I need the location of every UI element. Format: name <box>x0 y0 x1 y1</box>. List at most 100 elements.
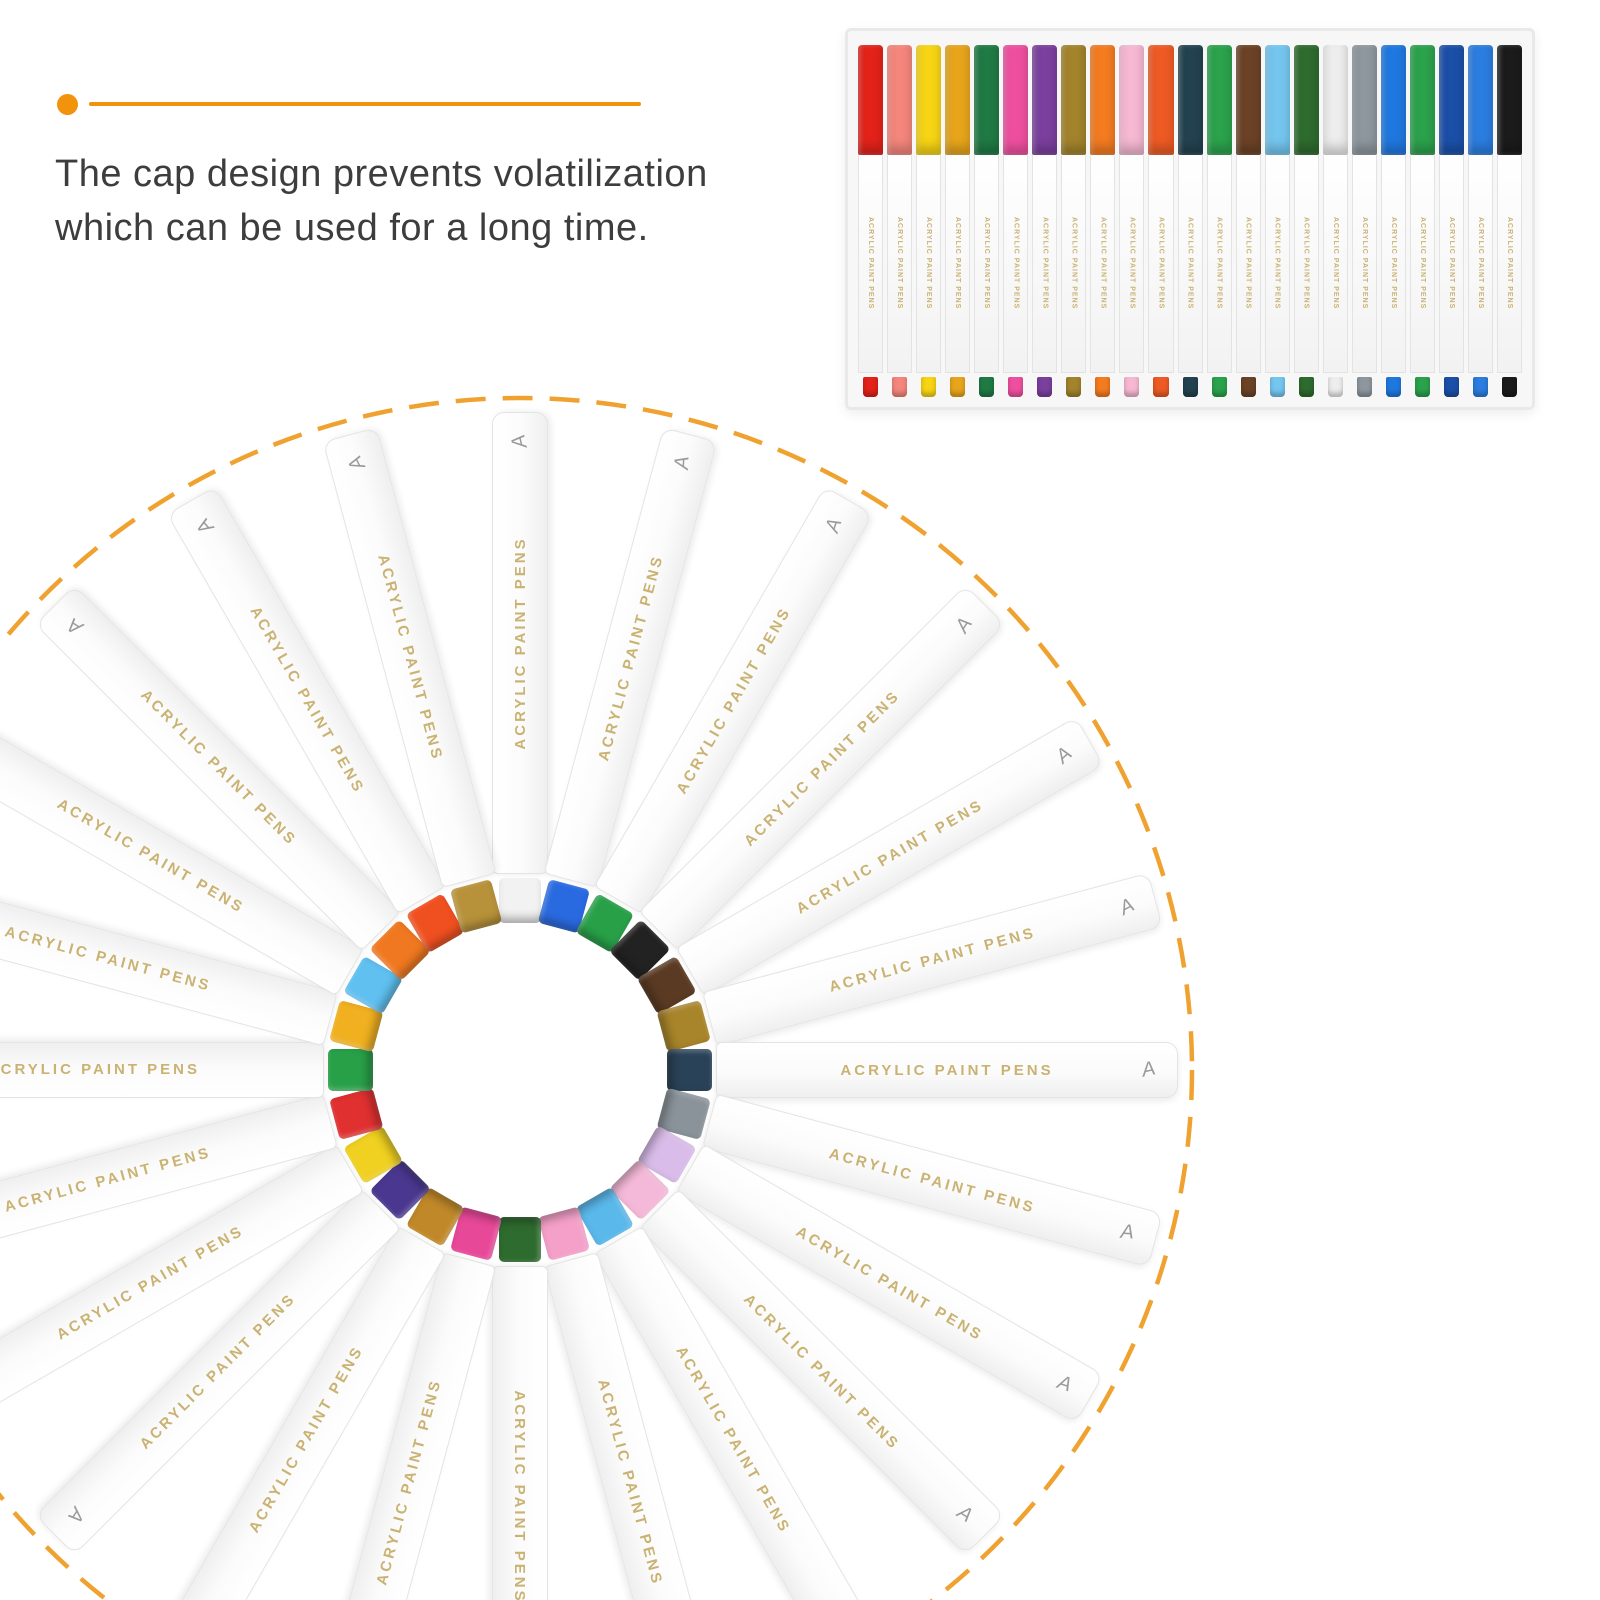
pen-cap <box>1351 45 1377 155</box>
pen-body: ACRYLIC PAINT PENS <box>1177 155 1203 373</box>
pen-body-label: ACRYLIC PAINT PENS <box>511 536 529 750</box>
pen-cap <box>499 1217 541 1262</box>
pen-tip <box>892 377 908 397</box>
pen-cap <box>1119 45 1145 155</box>
case-pen-dark-slate: ACRYLIC PAINT PENS <box>1177 45 1203 397</box>
pen-body: ACRYLIC PAINT PENS <box>1380 155 1406 373</box>
pen-body-label: ACRYLIC PAINT PENS <box>245 603 368 797</box>
pen-cap <box>1032 45 1058 155</box>
case-pen-black: ACRYLIC PAINT PENS <box>1497 45 1523 397</box>
case-pen-blue: ACRYLIC PAINT PENS <box>1380 45 1406 397</box>
pen-body-label: ACRYLIC PAINT PENS <box>594 1377 667 1588</box>
pen-body-label: ACRYLIC PAINT PENS <box>136 1290 300 1454</box>
pen-body: ACRYLIC PAINT PENS <box>974 155 1000 373</box>
pen-body-label: ACRYLIC PAINT PENS <box>867 217 875 310</box>
case-pen-sky-blue: ACRYLIC PAINT PENS <box>1264 45 1290 397</box>
pen-tip <box>1095 377 1111 397</box>
pen-body-label: ACRYLIC PAINT PENS <box>1099 217 1107 310</box>
pen-logo: A <box>821 515 847 536</box>
pen-body-label: ACRYLIC PAINT PENS <box>1070 217 1078 310</box>
pen-body: ACRYLIC PAINT PENS <box>1264 155 1290 373</box>
pen-body: ACRYLIC PAINT PENS <box>1003 155 1029 373</box>
pen-cap <box>328 1049 373 1091</box>
pen-cap <box>1497 45 1523 155</box>
pen-body-label: ACRYLIC PAINT PENS <box>672 603 795 797</box>
pen-cap <box>1003 45 1029 155</box>
pen-cap <box>1322 45 1348 155</box>
pen-logo: A <box>63 1502 89 1527</box>
pen-cap <box>1409 45 1435 155</box>
pen-logo: A <box>1115 894 1138 920</box>
pen-body-label: ACRYLIC PAINT PENS <box>740 1290 904 1454</box>
accent-dot-icon <box>57 94 78 115</box>
pen-cap <box>1438 45 1464 155</box>
pen-tip <box>1473 377 1489 397</box>
pen-body-label: ACRYLIC PAINT PENS <box>1186 217 1194 310</box>
pen-body-label: ACRYLIC PAINT PENS <box>1360 217 1368 310</box>
pen-body: ACRYLIC PAINT PENS <box>1061 155 1087 373</box>
pen-cap <box>499 878 541 923</box>
pen-case: ACRYLIC PAINT PENS ACRYLIC PAINT PENS ACRY… <box>845 28 1535 410</box>
pen-body-label: ACRYLIC PAINT PENS <box>827 1144 1038 1217</box>
pen-cap <box>1293 45 1319 155</box>
pen-body-label: ACRYLIC PAINT PENS <box>1418 217 1426 310</box>
pen-tip <box>1124 377 1140 397</box>
pen-cap <box>858 45 884 155</box>
case-pen-yellow: ACRYLIC PAINT PENS <box>916 45 942 397</box>
case-pen-forest-green: ACRYLIC PAINT PENS <box>1293 45 1319 397</box>
pen-body-label: ACRYLIC PAINT PENS <box>1244 217 1252 310</box>
case-pen-gray: ACRYLIC PAINT PENS <box>1351 45 1377 397</box>
pen-body-label: ACRYLIC PAINT PENS <box>2 923 213 996</box>
case-pen-green: ACRYLIC PAINT PENS <box>1206 45 1232 397</box>
pen-tip <box>1240 377 1256 397</box>
pen-tip <box>863 377 879 397</box>
pen-body-label: ACRYLIC PAINT PENS <box>1477 217 1484 310</box>
pen-body-label: ACRYLIC PAINT PENS <box>0 1061 200 1079</box>
pen-body-label: ACRYLIC PAINT PENS <box>2 1144 213 1217</box>
case-pen-purple: ACRYLIC PAINT PENS <box>1032 45 1058 397</box>
pen-body-label: ACRYLIC PAINT PENS <box>511 1390 529 1600</box>
pen-cap <box>945 45 971 155</box>
pen-logo: A <box>63 613 88 639</box>
case-pen-pink: ACRYLIC PAINT PENS <box>1003 45 1029 397</box>
pen-body-label: ACRYLIC PAINT PENS <box>840 1061 1054 1079</box>
pen-body: ACRYLIC PAINT PENS <box>1032 155 1058 373</box>
caption-text: The cap design prevents volatilization w… <box>55 148 708 256</box>
accent-line <box>89 102 641 106</box>
pen-tip <box>1385 377 1401 397</box>
pen-tip <box>1211 377 1227 397</box>
case-pen-white: ACRYLIC PAINT PENS <box>1322 45 1348 397</box>
pen-body-label: ACRYLIC PAINT PENS <box>925 217 933 310</box>
pen-body-label: ACRYLIC PAINT PENS <box>1012 217 1020 310</box>
pen-tip <box>1182 377 1198 397</box>
pen-tip <box>1443 377 1459 397</box>
pen-body-label: ACRYLIC PAINT PENS <box>983 217 991 310</box>
pen-cap <box>1177 45 1203 155</box>
pen-tip <box>921 377 937 397</box>
pen-body: ACRYLIC PAINT PENS <box>1351 155 1377 373</box>
pen-body: ACRYLIC PAINT PENS <box>1119 155 1145 373</box>
pen-cap <box>1061 45 1087 155</box>
pen-tip <box>1153 377 1169 397</box>
pen-body-label: ACRYLIC PAINT PENS <box>1331 217 1339 310</box>
pen-body-label: ACRYLIC PAINT PENS <box>793 795 987 918</box>
pen-body-label: ACRYLIC PAINT PENS <box>1041 217 1049 310</box>
pen-body: ACRYLIC PAINT PENS <box>887 155 913 373</box>
pen-body: ACRYLIC PAINT PENS <box>858 155 884 373</box>
pen-body-label: ACRYLIC PAINT PENS <box>1215 217 1223 310</box>
pen-tip <box>1356 377 1372 397</box>
case-pen-bright-blue: ACRYLIC PAINT PENS <box>1467 45 1494 397</box>
pen-cap <box>667 1049 712 1091</box>
pen-body: ACRYLIC PAINT PENS <box>1497 155 1523 373</box>
pen-body-label: ACRYLIC PAINT PENS <box>1506 217 1514 310</box>
case-pens: ACRYLIC PAINT PENS ACRYLIC PAINT PENS ACRY… <box>858 45 1523 397</box>
pen-cap <box>1380 45 1406 155</box>
pen-body: ACRYLIC PAINT PENS <box>1467 155 1494 373</box>
pen-body: ACRYLIC PAINT PENS <box>1206 155 1232 373</box>
pen-tip <box>1502 377 1518 397</box>
pen-body-label: ACRYLIC PAINT PENS <box>1273 217 1281 310</box>
pen-tip <box>1327 377 1343 397</box>
pen-body-label: ACRYLIC PAINT PENS <box>1302 217 1310 310</box>
